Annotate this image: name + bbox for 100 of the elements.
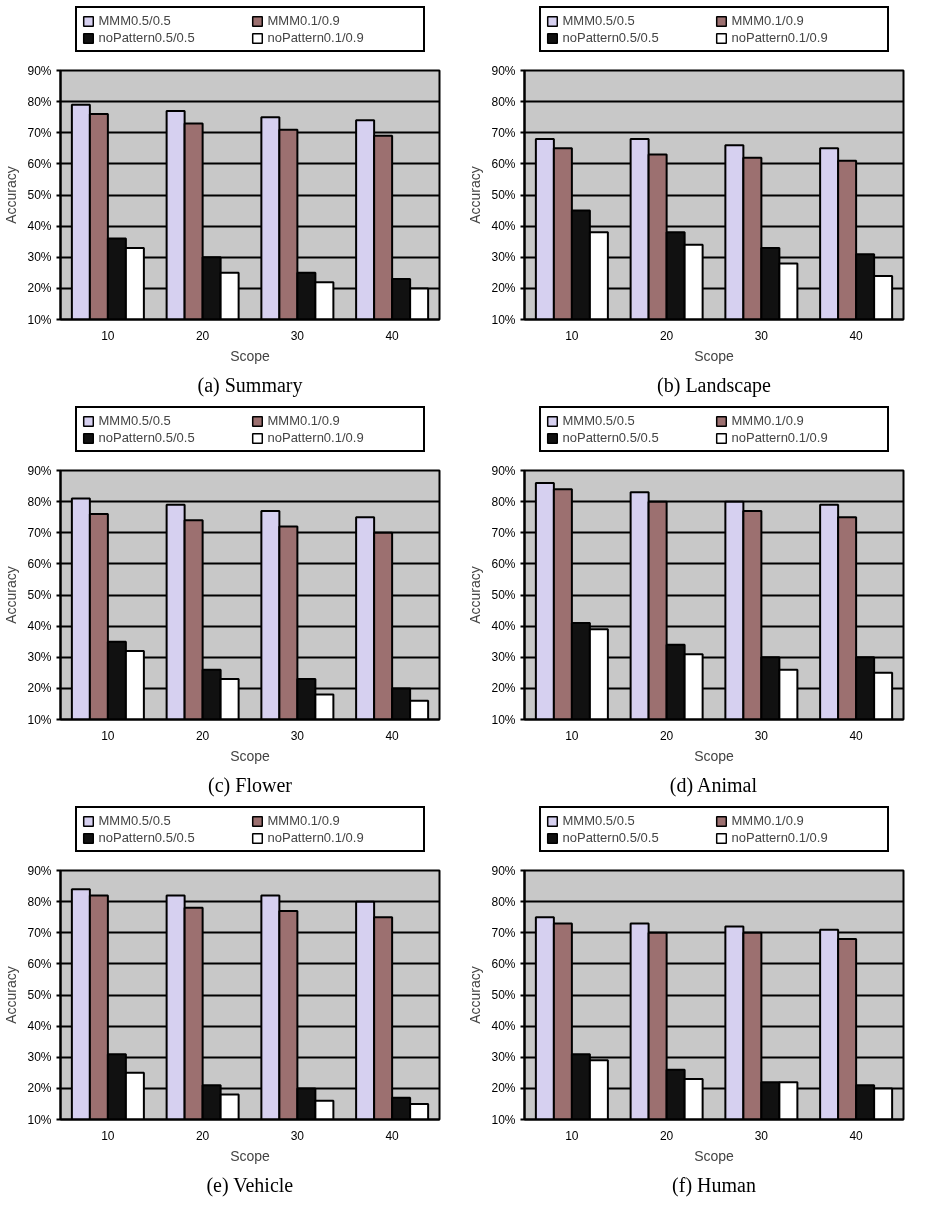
x-tick-label: 20 [659, 328, 674, 343]
y-tick-label: 40% [27, 1019, 52, 1034]
y-tick-label: 60% [491, 956, 516, 971]
x-axis-title: Scope [230, 347, 271, 364]
y-tick-label: 80% [491, 94, 516, 109]
y-tick-label: 30% [491, 1050, 516, 1065]
x-axis-title: Scope [694, 1147, 735, 1164]
y-tick-label: 60% [27, 556, 52, 571]
legend-label: noPattern0.5/0.5 [562, 430, 660, 445]
y-tick-label: 60% [491, 556, 516, 571]
y-tick-label: 70% [491, 525, 516, 540]
x-tick-label: 30 [754, 328, 769, 343]
x-tick-label: 10 [565, 328, 579, 343]
y-tick-label: 80% [27, 494, 52, 509]
x-tick-label: 20 [195, 1128, 210, 1143]
legend-label: MMM0.1/0.9 [731, 13, 805, 28]
x-tick-label: 10 [565, 728, 579, 743]
y-tick-label: 60% [27, 956, 52, 971]
y-tick-label: 20% [27, 1081, 52, 1096]
legend-label: MMM0.5/0.5 [98, 813, 172, 828]
y-tick-label: 50% [491, 588, 516, 602]
legend-label: noPattern0.1/0.9 [267, 830, 365, 845]
legend-label: MMM0.1/0.9 [267, 13, 341, 28]
legend-label: MMM0.5/0.5 [562, 13, 636, 28]
legend-label: MMM0.1/0.9 [267, 813, 341, 828]
text: (d) Animal [669, 773, 758, 797]
y-tick-label: 20% [491, 681, 516, 696]
x-tick-label: 40 [385, 1128, 400, 1143]
x-tick-label: 40 [385, 728, 400, 743]
y-tick-label: 70% [27, 925, 52, 940]
x-tick-label: 20 [195, 728, 210, 743]
y-tick-label: 80% [491, 894, 516, 909]
x-tick-label: 30 [290, 728, 305, 743]
text: (c) Flower [208, 773, 293, 797]
legend-label: noPattern0.1/0.9 [731, 430, 829, 445]
y-tick-label: 30% [491, 250, 516, 265]
text: (a) Summary [197, 373, 303, 397]
y-tick-label: 90% [491, 863, 516, 878]
y-tick-label: 50% [27, 588, 52, 602]
legend-label: noPattern0.5/0.5 [98, 30, 196, 45]
y-axis-title: Accuracy [467, 566, 484, 624]
legend-label: noPattern0.5/0.5 [562, 830, 660, 845]
y-tick-label: 90% [27, 863, 52, 878]
x-axis-title: Scope [230, 747, 271, 764]
x-tick-label: 30 [754, 728, 769, 743]
y-tick-label: 80% [27, 94, 52, 109]
legend-label: MMM0.5/0.5 [562, 813, 636, 828]
y-tick-label: 20% [27, 681, 52, 696]
y-tick-label: 20% [27, 281, 52, 296]
y-tick-label: 70% [491, 925, 516, 940]
y-tick-label: 80% [491, 494, 516, 509]
y-axis-title: Accuracy [3, 166, 20, 224]
y-tick-label: 90% [27, 463, 52, 478]
y-tick-label: 10% [491, 1112, 516, 1127]
y-tick-label: 20% [491, 1081, 516, 1096]
x-tick-label: 20 [659, 1128, 674, 1143]
legend-label: MMM0.1/0.9 [267, 413, 341, 428]
y-tick-label: 10% [27, 312, 52, 327]
y-tick-label: 10% [491, 712, 516, 727]
y-tick-label: 80% [27, 894, 52, 909]
y-axis-title: Accuracy [467, 166, 484, 224]
text: (e) Vehicle [206, 1173, 294, 1197]
x-tick-label: 10 [565, 1128, 579, 1143]
text: (f) Human [672, 1173, 756, 1197]
x-tick-label: 20 [195, 328, 210, 343]
y-tick-label: 40% [27, 619, 52, 634]
y-tick-label: 50% [27, 988, 52, 1002]
legend-label: noPattern0.5/0.5 [98, 430, 196, 445]
y-tick-label: 90% [491, 63, 516, 78]
x-tick-label: 20 [659, 728, 674, 743]
y-axis-title: Accuracy [3, 566, 20, 624]
x-tick-label: 40 [385, 328, 400, 343]
x-tick-label: 10 [101, 1128, 115, 1143]
x-tick-label: 40 [849, 728, 864, 743]
y-tick-label: 50% [491, 988, 516, 1002]
y-tick-label: 40% [27, 219, 52, 234]
x-tick-label: 40 [849, 1128, 864, 1143]
text: (b) Landscape [657, 373, 772, 397]
y-tick-label: 30% [27, 1050, 52, 1065]
y-tick-label: 20% [491, 281, 516, 296]
y-tick-label: 30% [27, 250, 52, 265]
legend-label: MMM0.1/0.9 [731, 813, 805, 828]
x-tick-label: 30 [290, 1128, 305, 1143]
y-tick-label: 10% [27, 712, 52, 727]
y-tick-label: 30% [491, 650, 516, 665]
x-axis-title: Scope [694, 747, 735, 764]
y-tick-label: 70% [27, 525, 52, 540]
x-tick-label: 30 [754, 1128, 769, 1143]
y-tick-label: 60% [491, 156, 516, 171]
legend-label: noPattern0.5/0.5 [98, 830, 196, 845]
legend-label: noPattern0.5/0.5 [562, 30, 660, 45]
y-axis-title: Accuracy [467, 966, 484, 1024]
x-tick-label: 10 [101, 728, 115, 743]
x-axis-title: Scope [694, 347, 735, 364]
x-tick-label: 40 [849, 328, 864, 343]
legend-label: noPattern0.1/0.9 [731, 30, 829, 45]
y-tick-label: 50% [491, 188, 516, 202]
legend-label: MMM0.5/0.5 [98, 13, 172, 28]
y-tick-label: 70% [491, 125, 516, 140]
legend-label: MMM0.5/0.5 [98, 413, 172, 428]
